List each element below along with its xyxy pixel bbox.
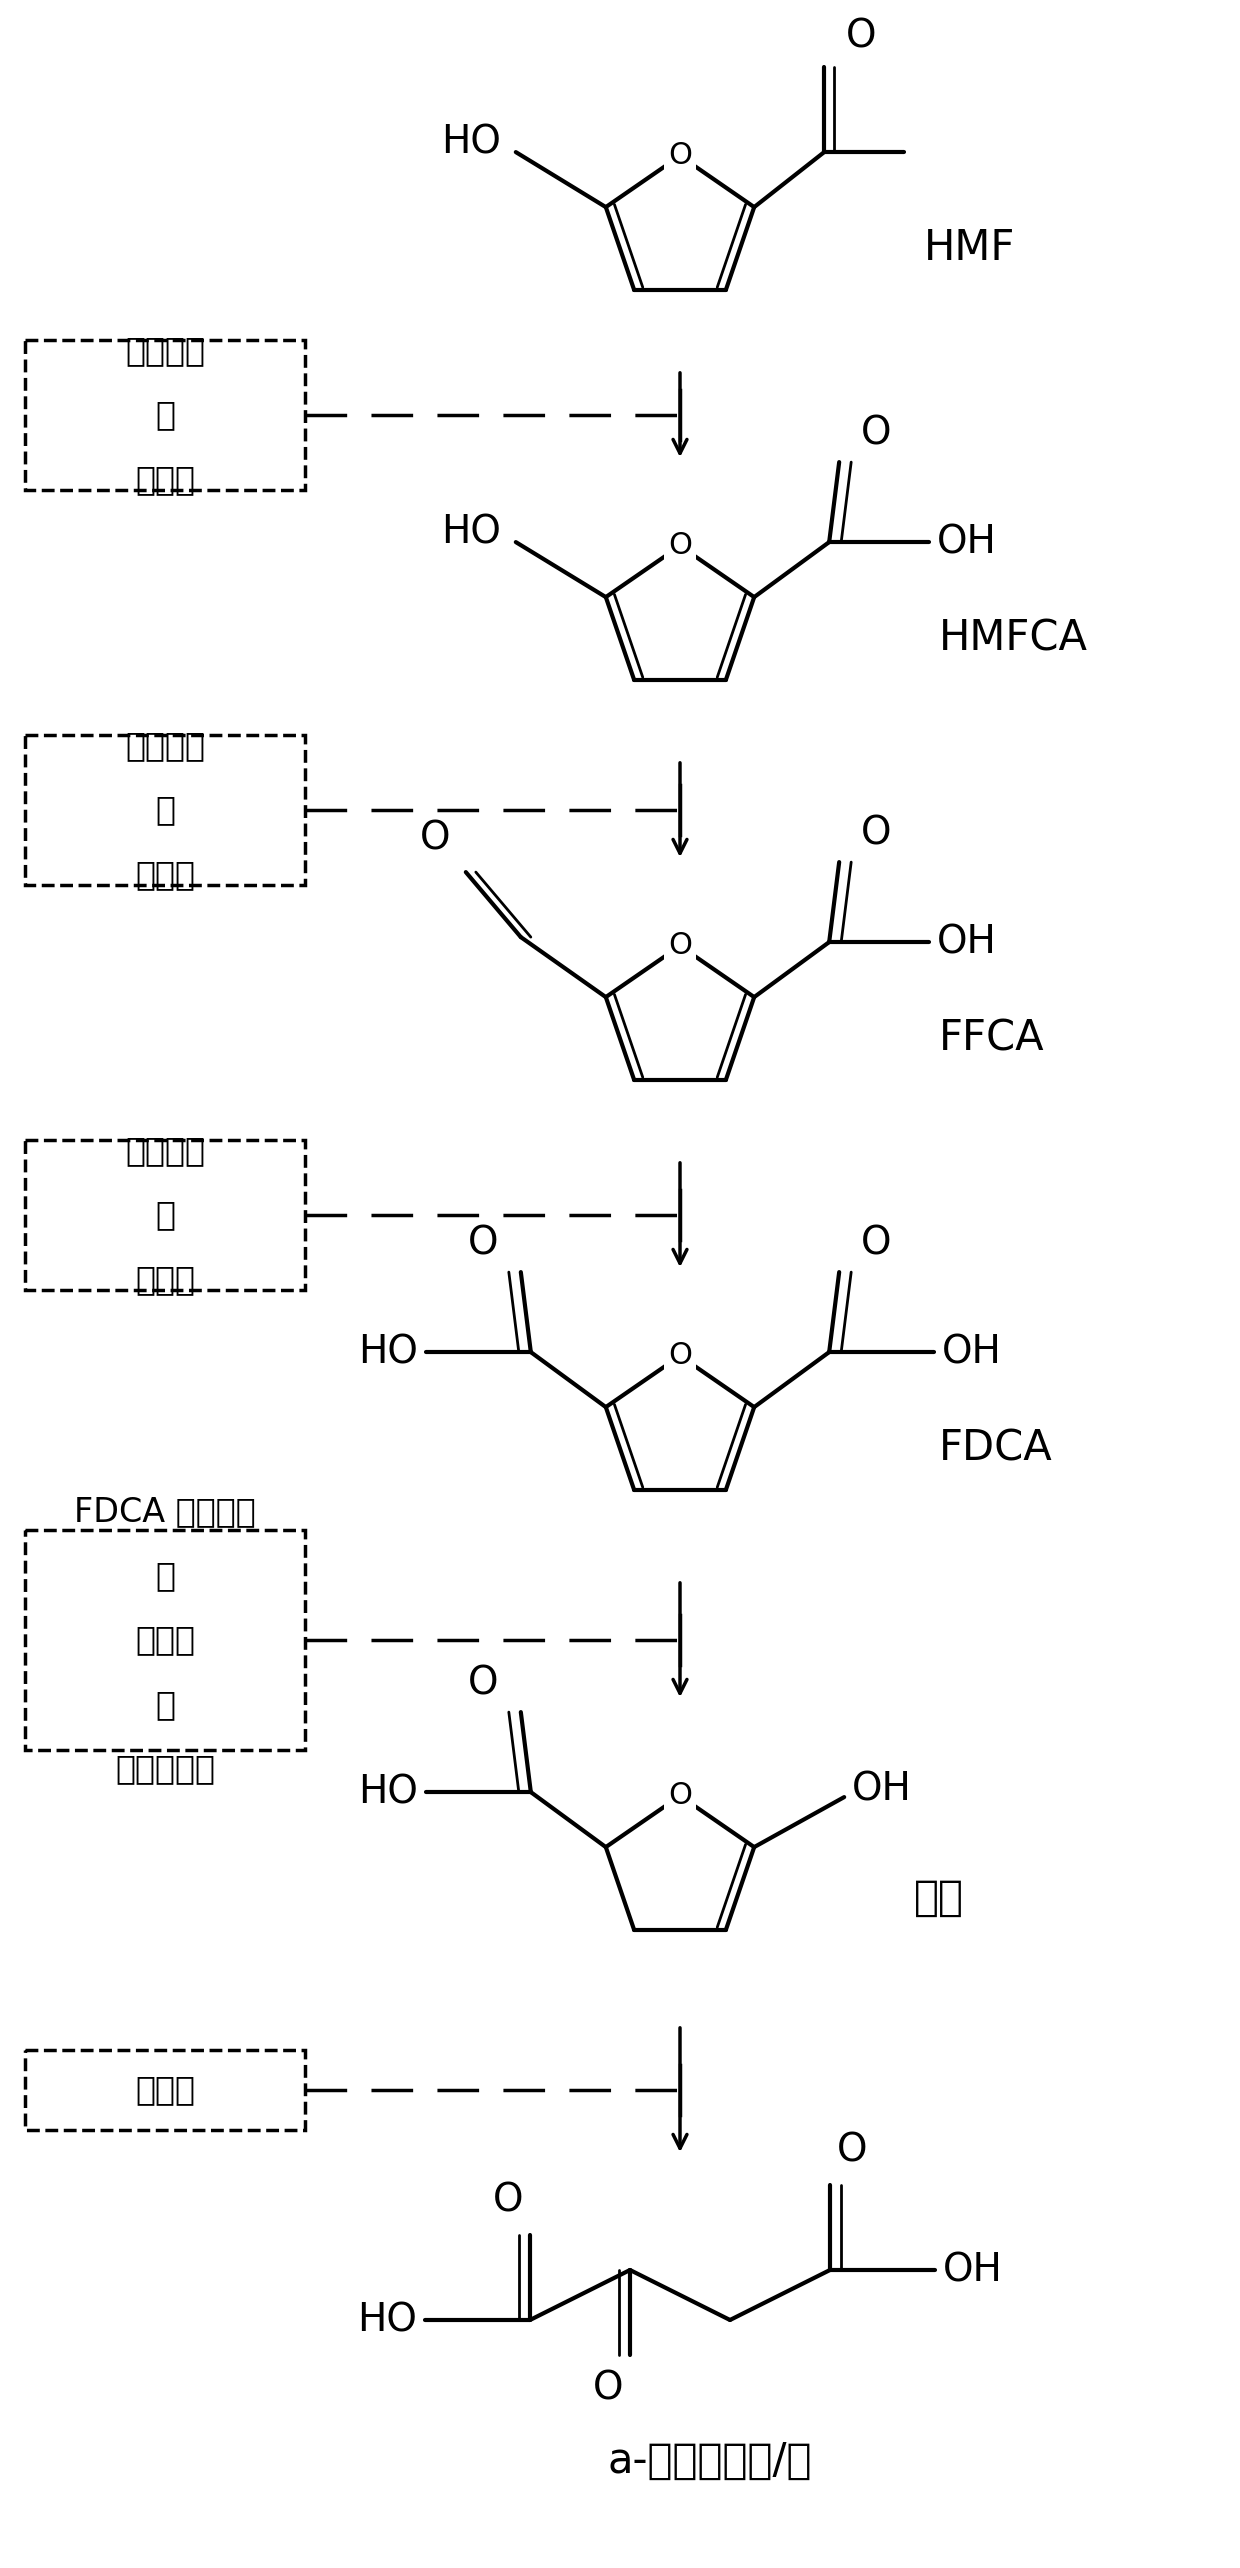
Text: O: O bbox=[668, 1340, 692, 1371]
Text: HO: HO bbox=[441, 514, 501, 552]
Text: O: O bbox=[668, 532, 692, 560]
Text: OH: OH bbox=[942, 1333, 1002, 1371]
Text: OH: OH bbox=[937, 524, 997, 560]
Text: FDCA: FDCA bbox=[939, 1428, 1053, 1469]
Bar bbox=[25, 2049, 305, 2129]
Text: O: O bbox=[668, 932, 692, 960]
Bar bbox=[25, 734, 305, 886]
Text: O: O bbox=[593, 2370, 624, 2409]
Text: 醛脱氢酶
或
氧化酶: 醛脱氢酶 或 氧化酶 bbox=[125, 334, 205, 496]
Text: FDCA 单加氧酶
或
脱羧酶
或
脱羧脱氢酶: FDCA 单加氧酶 或 脱羧酶 或 脱羧脱氢酶 bbox=[74, 1495, 255, 1785]
Text: O: O bbox=[837, 2131, 867, 2170]
Bar bbox=[25, 1531, 305, 1749]
Text: O: O bbox=[668, 1782, 692, 1810]
Text: OH: OH bbox=[937, 922, 997, 960]
Bar bbox=[25, 1140, 305, 1289]
Bar bbox=[25, 339, 305, 490]
Text: OH: OH bbox=[942, 2252, 1003, 2288]
Text: OH: OH bbox=[852, 1769, 913, 1808]
Text: 醛脱氢酶
或
氧化酶: 醛脱氢酶 或 氧化酶 bbox=[125, 1135, 205, 1297]
Text: O: O bbox=[469, 1664, 498, 1703]
Text: O: O bbox=[668, 141, 692, 169]
Text: HMF: HMF bbox=[924, 226, 1016, 270]
Text: HO: HO bbox=[357, 2301, 417, 2339]
Text: 醇脱氢酶
或
氧化酶: 醇脱氢酶 或 氧化酶 bbox=[125, 729, 205, 891]
Text: O: O bbox=[420, 819, 451, 858]
Text: O: O bbox=[862, 413, 892, 452]
Text: O: O bbox=[492, 2183, 523, 2219]
Text: a-酮戊二酸盐/酯: a-酮戊二酸盐/酯 bbox=[608, 2440, 812, 2483]
Text: O: O bbox=[862, 1225, 892, 1261]
Text: 内酯: 内酯 bbox=[914, 1877, 965, 1918]
Text: O: O bbox=[862, 814, 892, 853]
Text: 内酯酶: 内酯酶 bbox=[135, 2072, 195, 2106]
Text: HMFCA: HMFCA bbox=[939, 616, 1089, 660]
Text: HO: HO bbox=[358, 1333, 418, 1371]
Text: HO: HO bbox=[358, 1772, 418, 1810]
Text: FFCA: FFCA bbox=[939, 1017, 1045, 1058]
Text: HO: HO bbox=[441, 123, 501, 162]
Text: O: O bbox=[469, 1225, 498, 1261]
Text: O: O bbox=[846, 18, 877, 54]
